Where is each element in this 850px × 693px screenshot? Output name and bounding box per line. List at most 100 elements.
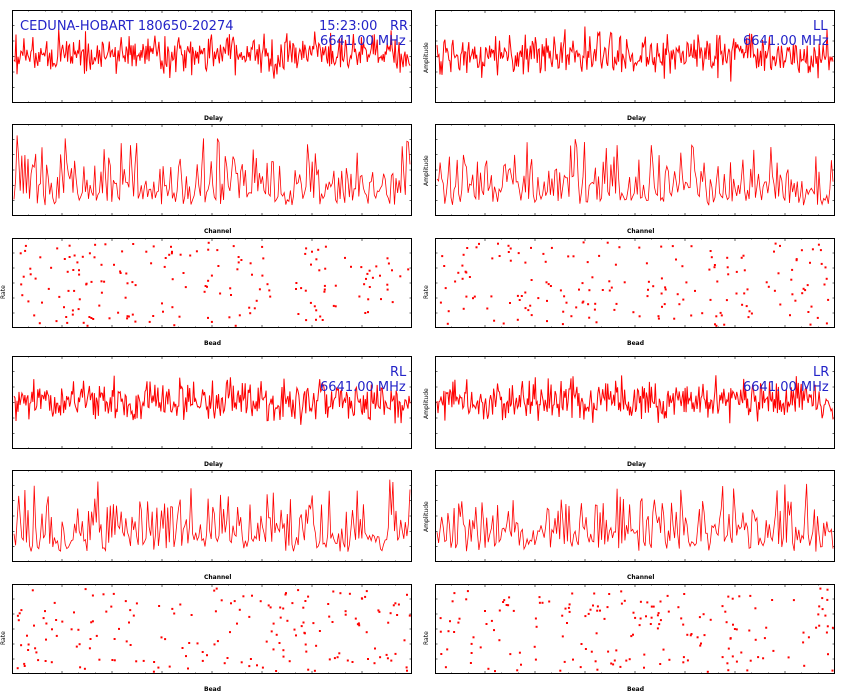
rate-point [457,621,460,624]
rate-point [285,592,287,595]
frequency-label: 6641.00 MHz [320,34,406,49]
rate-point [338,652,341,655]
rate-point [248,665,251,668]
rate-point [324,267,327,270]
rate-point [171,278,174,281]
rate-point [305,319,308,322]
rate-point [721,605,724,608]
rate-point [823,283,826,286]
rate-point [67,289,70,292]
rate-point [518,651,521,654]
rate-point [592,604,594,607]
time-label: 15:23:00 [319,19,378,34]
rate-point [594,660,597,663]
rate-point [659,600,662,603]
rate-point [73,611,75,614]
rate-point [83,667,86,670]
rate-point [765,626,768,629]
rate-point [820,262,823,265]
rate-point [150,262,153,265]
rate-point [100,263,103,266]
rate-point [190,614,193,616]
rate-point [312,622,315,625]
rl-scatter-svg [12,584,412,674]
rate-point [779,244,781,247]
rate-point [45,622,48,625]
rate-point [659,619,662,622]
rate-point [20,644,23,647]
rate-point [596,605,599,608]
rate-point [803,664,806,667]
x-axis-label: Channel [627,574,655,581]
rate-point [757,656,760,659]
rate-point [818,624,821,627]
rate-point [825,277,828,280]
rate-point [827,653,829,656]
rate-point [802,287,805,290]
rate-point [379,656,382,659]
x-axis-label: Delay [627,115,646,122]
rate-point [826,625,829,628]
y-axis-label: Rate [423,631,430,645]
rate-point [599,609,601,612]
ll-channel-plot [435,124,835,216]
rate-point [331,621,334,623]
rate-point [746,669,749,672]
rate-point [457,271,460,274]
rate-point [304,643,307,646]
channel-trace-line [13,479,411,552]
rate-point [647,280,650,283]
rate-point [135,602,138,605]
rate-point [110,605,113,608]
rate-point [373,662,376,665]
rate-point [365,631,368,634]
rate-point [405,666,408,669]
rate-point [217,265,220,267]
rate-point [153,661,156,663]
rate-point [567,255,570,258]
rate-point [559,289,562,292]
rate-point [118,627,120,630]
rate-point [268,289,271,292]
rate-point [546,299,548,302]
rate-point [706,670,709,673]
rate-point [310,263,312,266]
rate-point [527,309,530,312]
rate-point [817,243,820,246]
ll-delay-svg [435,10,835,103]
rate-point [664,288,667,291]
rate-point [279,616,282,619]
rate-point [333,657,336,660]
rate-point [33,624,35,627]
rate-point [809,261,811,264]
rate-point [121,250,124,253]
rate-point [666,594,669,597]
rate-point [475,246,478,249]
rate-point [656,627,659,630]
rate-point [24,244,27,247]
rate-point [516,294,519,297]
rate-point [791,268,794,271]
rate-point [226,657,229,659]
rate-point [66,321,69,324]
rate-point [632,611,635,614]
rate-point [71,313,74,316]
rate-point [610,662,613,665]
rate-point [721,656,724,659]
rate-point [368,269,371,272]
rate-point [275,633,278,636]
rate-point [29,273,32,276]
rate-point [735,270,738,273]
rate-point [78,273,81,276]
ll-scatter-plot [435,238,835,328]
rate-point [232,245,235,248]
rate-point [754,638,757,641]
rate-point [50,661,53,664]
rate-point [593,592,596,595]
rate-point [817,613,820,616]
rate-point [465,598,468,601]
rate-point [267,604,270,607]
rate-point [505,604,508,606]
rate-point [524,307,527,310]
rate-point [466,247,469,249]
